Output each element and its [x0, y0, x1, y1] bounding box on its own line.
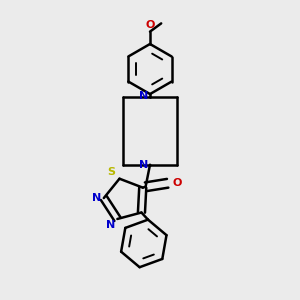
Text: O: O: [145, 20, 155, 30]
Text: N: N: [139, 91, 148, 100]
Text: N: N: [92, 193, 101, 203]
Text: O: O: [173, 178, 182, 188]
Text: S: S: [107, 167, 115, 177]
Text: N: N: [139, 160, 148, 170]
Text: N: N: [106, 220, 115, 230]
